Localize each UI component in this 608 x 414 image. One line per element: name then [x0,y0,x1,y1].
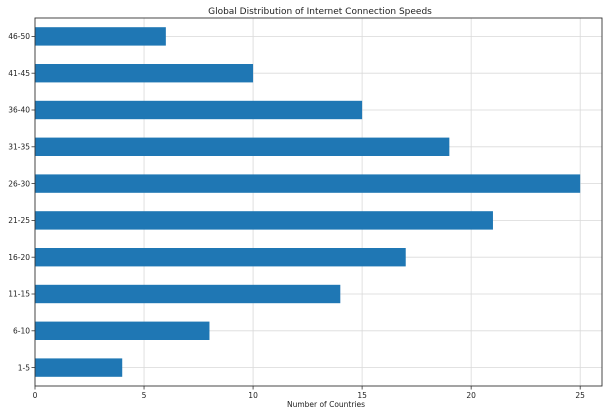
axes [34,17,603,387]
bar-21-25 [35,211,493,230]
bar-11-15 [35,284,341,304]
bar-41-45 [35,64,254,83]
chart-title: Global Distribution of Internet Connecti… [208,7,432,17]
bar-31-35 [35,137,450,156]
bar-16-20 [35,248,406,267]
bar-6-10 [35,321,210,340]
x-tick-label: 0 [33,391,38,400]
x-tick-label: 25 [575,391,585,400]
y-tick-label: 31-35 [8,143,30,152]
bar-46-50 [35,27,166,46]
bar-36-40 [35,100,363,120]
x-tick-label: 5 [142,391,147,400]
y-tick-label: 16-20 [8,253,30,262]
x-axis-label: Number of Countries [287,400,365,409]
x-tick-label: 20 [466,391,476,400]
bar-26-30 [35,174,581,193]
y-tick-label: 6-10 [13,327,30,336]
y-tick-label: 41-45 [8,69,30,78]
y-ticks: 1-5 6-10 11-15 16-20 21-25 26-30 31-35 36-40 41-… [8,32,35,372]
y-tick-label: 21-25 [8,216,30,225]
bars [35,27,581,377]
y-tick-label: 36-40 [8,106,30,115]
plot-frame [34,17,603,387]
y-tick-label: 46-50 [8,32,30,41]
y-tick-label: 1-5 [18,363,30,372]
y-tick-label: 11-15 [8,290,30,299]
bar-1-5 [35,358,123,377]
y-tick-label: 26-30 [8,179,30,188]
x-tick-label: 15 [357,391,367,400]
x-ticks: 0 5 10 15 20 25 [33,386,585,400]
x-tick-label: 10 [248,391,258,400]
